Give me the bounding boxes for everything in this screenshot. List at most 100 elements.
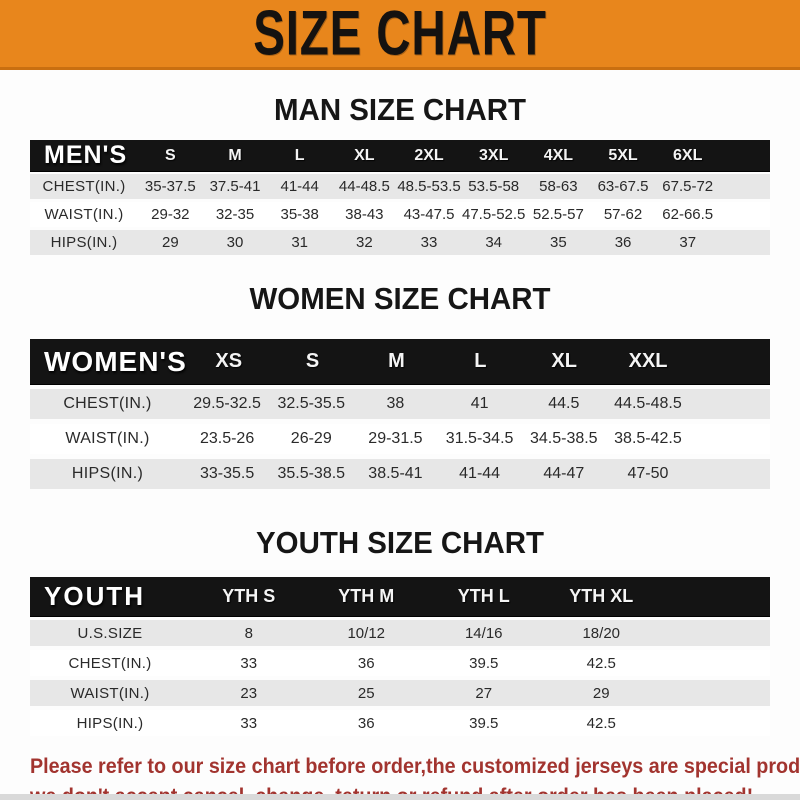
column-header: XL (354, 146, 375, 164)
size-value: 31 (291, 234, 309, 251)
size-value: 14/16 (464, 624, 503, 642)
table-row: U.S.SIZE 8 10/12 14/16 18/20 (30, 620, 770, 646)
size-value: 35-38 (280, 206, 319, 223)
youth-size-table: YOUTH YTH S YTH M YTH L YTH XL U.S.SIZE 8 10/12… (30, 577, 770, 736)
column-header: S (165, 146, 176, 164)
size-value: 33 (240, 654, 258, 672)
bottom-edge-strip (0, 794, 800, 800)
size-chart-banner: SIZE CHART (0, 0, 800, 70)
size-value: 47.5-52.5 (462, 206, 526, 223)
table-row: CHEST(IN.) 35-37.5 37.5-41 41-44 44-48.5 48.5… (30, 174, 770, 199)
column-header: YTH L (457, 586, 510, 606)
men-size-table: MEN'S S M L XL 2XL 3XL 4XL 5XL 6XL CHEST(IN.) 35-37… (30, 140, 770, 255)
banner-title: SIZE CHART (253, 0, 547, 69)
column-header: XXL (628, 350, 668, 372)
size-value: 32.5-35.5 (277, 395, 346, 412)
column-header: M (388, 350, 405, 372)
size-value: 29-31.5 (368, 430, 423, 447)
size-value: 32 (356, 234, 373, 251)
column-header: L (474, 350, 487, 372)
size-value: 8 (244, 624, 253, 642)
size-value: 47-50 (627, 465, 669, 482)
youth-size-chart-title: YOUTH SIZE CHART (256, 525, 544, 560)
column-header: M (228, 146, 242, 164)
row-label: CHEST(IN.) (42, 178, 126, 195)
size-value: 44-48.5 (338, 178, 390, 195)
table-row: CHEST(IN.) 29.5-32.5 32.5-35.5 38 41 44.5 44.5… (30, 389, 770, 419)
size-value: 38-43 (345, 206, 384, 223)
row-label: U.S.SIZE (77, 624, 143, 642)
table-corner-label: WOMEN'S (44, 345, 187, 377)
column-header: XS (215, 350, 243, 372)
size-value: 62-66.5 (662, 206, 714, 223)
women-size-chart-title: WOMEN SIZE CHART (249, 281, 551, 316)
table-row: CHEST(IN.) 33 36 39.5 42.5 (30, 650, 770, 676)
size-value: 39.5 (469, 714, 499, 732)
size-value: 35 (550, 234, 567, 251)
column-header: YTH XL (569, 586, 634, 606)
table-header-row: WOMEN'S XS S M L XL XXL (30, 339, 770, 384)
size-value: 63-67.5 (597, 178, 649, 195)
size-value: 36 (357, 714, 375, 732)
size-value: 27 (475, 684, 493, 702)
row-label: HIPS(IN.) (76, 714, 144, 732)
size-value: 43-47.5 (403, 206, 455, 223)
size-value: 44-47 (543, 465, 585, 482)
table-row: HIPS(IN.) 33 36 39.5 42.5 (30, 710, 770, 736)
size-value: 44.5 (548, 395, 580, 412)
table-corner-label: MEN'S (44, 141, 128, 169)
size-value: 33 (420, 234, 438, 251)
size-value: 52.5-57 (532, 206, 584, 223)
table-row: WAIST(IN.) 29-32 32-35 35-38 38-43 43-47.5 47.… (30, 202, 770, 227)
row-label: WAIST(IN.) (44, 206, 124, 223)
size-value: 67.5-72 (662, 178, 714, 195)
column-header: 5XL (608, 146, 638, 164)
size-value: 42.5 (586, 654, 616, 672)
column-header: 3XL (479, 146, 509, 164)
size-value: 23.5-26 (199, 430, 255, 447)
size-value: 48.5-53.5 (397, 178, 461, 195)
table-header-row: MEN'S S M L XL 2XL 3XL 4XL 5XL 6XL (30, 140, 770, 171)
disclaimer-line-1: Please refer to our size chart before or… (30, 755, 800, 778)
women-size-table: WOMEN'S XS S M L XL XXL CHEST(IN.) 29.5-32.5 32.5… (30, 339, 770, 489)
column-header: YTH M (338, 586, 395, 606)
size-value: 41-44 (459, 465, 501, 482)
size-value: 23 (240, 684, 258, 702)
size-value: 58-63 (539, 178, 578, 195)
column-header: S (305, 350, 320, 372)
size-value: 29 (161, 234, 179, 251)
row-label: CHEST(IN.) (68, 654, 152, 672)
table-row: HIPS(IN.) 29 30 31 32 33 34 35 36 37 (30, 230, 770, 255)
table-row: WAIST(IN.) 23.5-26 26-29 29-31.5 31.5-34.5 34… (30, 424, 770, 454)
column-header: 4XL (543, 146, 574, 164)
man-size-chart-title: MAN SIZE CHART (274, 92, 526, 127)
table-header-row: YOUTH YTH S YTH M YTH L YTH XL (30, 577, 770, 616)
size-value: 29.5-32.5 (193, 395, 261, 412)
row-label: WAIST(IN.) (70, 684, 150, 702)
size-value: 30 (226, 234, 244, 251)
size-value: 34 (485, 234, 503, 251)
column-header: 6XL (673, 146, 703, 164)
size-value: 18/20 (582, 624, 621, 642)
size-value: 34.5-38.5 (529, 430, 598, 447)
column-header: XL (551, 350, 577, 372)
column-header: YTH S (222, 586, 276, 606)
size-value: 53.5-58 (468, 178, 520, 195)
size-value: 37 (679, 234, 697, 251)
size-value: 35.5-38.5 (277, 465, 346, 482)
column-header: 2XL (414, 146, 444, 164)
size-value: 32-35 (215, 206, 255, 223)
size-value: 29 (592, 684, 610, 702)
size-value: 26-29 (290, 430, 332, 447)
size-value: 35-37.5 (144, 178, 196, 195)
row-label: HIPS(IN.) (50, 234, 118, 251)
size-value: 41-44 (280, 178, 319, 195)
size-value: 44.5-48.5 (614, 395, 682, 412)
size-value: 36 (357, 654, 375, 672)
size-value: 38 (386, 395, 405, 412)
row-label: CHEST(IN.) (63, 395, 152, 412)
size-value: 25 (357, 684, 375, 702)
size-value: 31.5-34.5 (445, 430, 514, 447)
size-value: 10/12 (347, 624, 386, 642)
row-label: HIPS(IN.) (71, 465, 144, 482)
